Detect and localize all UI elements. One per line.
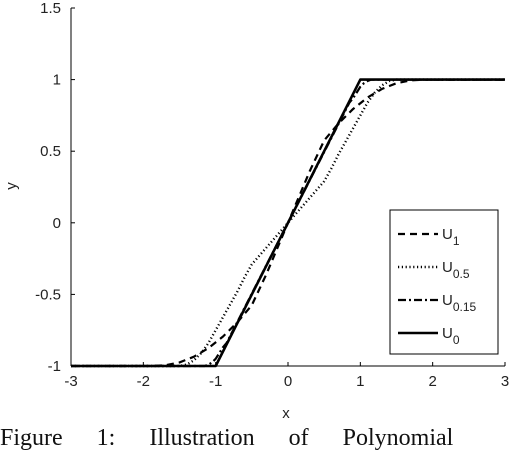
y-tick-label: -1 [48, 358, 61, 375]
legend-label-1: U0.5 [442, 259, 470, 281]
x-tick-label: 0 [284, 373, 292, 390]
y-tick-label: 0.5 [40, 143, 61, 160]
x-tick-label: -1 [209, 373, 222, 390]
series-line-2 [71, 78, 505, 368]
y-tick-label: -0.5 [35, 286, 61, 303]
legend-box [389, 209, 499, 355]
y-axis-label: y [3, 182, 20, 190]
chart-series [71, 78, 505, 368]
x-axis-label: x [282, 405, 290, 422]
y-tick-label: 1.5 [40, 0, 61, 17]
x-tick-label: -2 [137, 373, 150, 390]
series-line-1 [71, 78, 505, 368]
legend-label-0: U1 [442, 226, 460, 248]
figure-caption: Figure 1: Illustration of Polynomial [0, 425, 454, 451]
chart: -3 -2 -1 0 1 2 3 -1 -0.5 0 0.5 1 1.5 U1 U0.5 U0.15 U0 x… [3, 0, 509, 422]
x-tick-label: -3 [64, 373, 77, 390]
y-tick-label: 0 [53, 215, 61, 232]
x-tick-label: 1 [356, 373, 364, 390]
legend-label-3: U0 [442, 325, 460, 347]
y-tick-label: 1 [53, 72, 61, 89]
x-tick-label: 2 [428, 373, 436, 390]
legend: U1 U0.5 U0.15 U0 [389, 209, 499, 355]
chart-ticks: -3 -2 -1 0 1 2 3 -1 -0.5 0 0.5 1 1.5 [35, 0, 509, 390]
legend-label-2: U0.15 [442, 292, 477, 314]
series-line-3 [71, 78, 505, 368]
x-tick-label: 3 [501, 373, 509, 390]
